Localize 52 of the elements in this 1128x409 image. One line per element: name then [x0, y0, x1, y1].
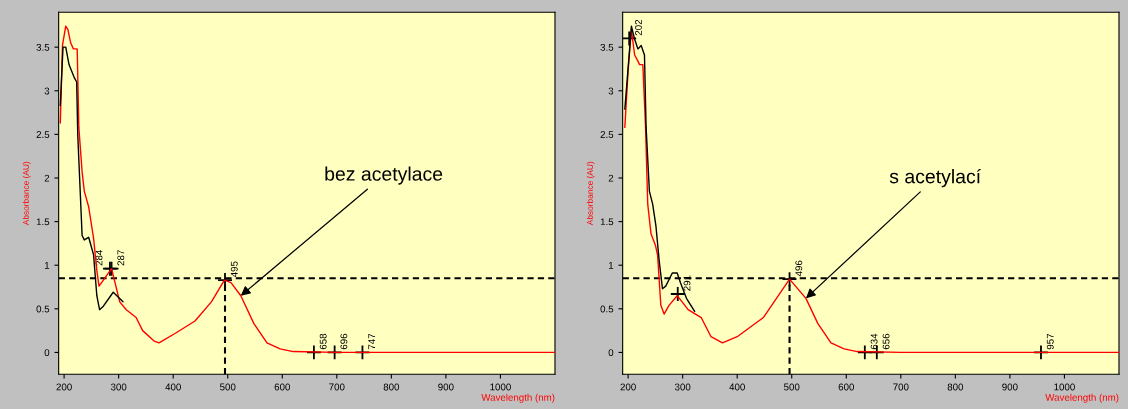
line-series [59, 25, 555, 354]
y-tick-label: 0 [44, 349, 50, 357]
y-tick-label: 0.5 [600, 305, 614, 313]
y-tick-label: 3 [608, 87, 614, 95]
annotation: 291 [683, 275, 691, 291]
x-tick-label: 400 [165, 383, 181, 391]
x-tick-label: 300 [110, 383, 127, 391]
y-tick-label: 0 [608, 349, 614, 357]
x-tick-label: 200 [620, 383, 636, 391]
annotation: bez acetylace [325, 166, 443, 185]
x-tick-label: 900 [1002, 383, 1018, 391]
y-tick-label: 2 [608, 174, 614, 182]
x-tick-label: 600 [274, 383, 290, 391]
annotation: 656 [882, 333, 890, 350]
annotation: 747 [368, 333, 376, 350]
y-tick-label: 1 [44, 262, 50, 269]
annotation: 658 [319, 333, 327, 350]
annotation: 496 [795, 260, 803, 277]
y-tick-label: 0.5 [36, 305, 50, 313]
y-axis-title: Absorbance (AU) [586, 161, 595, 226]
y-tick-label: 3.5 [36, 43, 50, 51]
x-tick-label: 800 [383, 383, 400, 391]
x-tick-label: 700 [893, 383, 909, 391]
x-tick-label: 200 [56, 383, 72, 391]
y-tick-label: 1.5 [600, 218, 614, 226]
x-tick-label: 500 [220, 383, 236, 391]
y-tick-label: 2.5 [36, 131, 50, 138]
y-tick-label: 2.5 [600, 131, 614, 138]
annotation: 696 [340, 333, 348, 350]
y-tick-label: 1.5 [36, 218, 50, 226]
y-axis-title: Absorbance (AU) [22, 161, 31, 226]
annotation: 957 [1046, 333, 1054, 350]
x-tick-label: 400 [729, 383, 745, 391]
x-tick-label: 500 [784, 383, 800, 391]
y-tick-label: 1 [608, 262, 614, 269]
x-tick-label: 800 [947, 383, 964, 391]
annotation: 495 [230, 261, 238, 278]
y-tick-label: 3 [44, 87, 50, 95]
x-axis-title: Wavelength (nm) [1045, 393, 1119, 403]
annotation: 287 [117, 250, 125, 266]
y-tick-label: 3.5 [600, 43, 614, 51]
x-tick-label: 700 [329, 383, 345, 391]
x-tick-label: 600 [838, 383, 854, 391]
annotation: 202 [635, 19, 642, 36]
annotation: 284 [95, 249, 103, 266]
y-tick-label: 2 [44, 174, 50, 182]
x-axis-title: Wavelength (nm) [481, 393, 555, 403]
x-tick-label: 300 [674, 383, 691, 391]
x-tick-label: 1000 [1054, 383, 1075, 391]
x-tick-label: 1000 [490, 383, 511, 391]
annotation: s acetylací [889, 168, 982, 188]
x-tick-label: 900 [438, 383, 454, 391]
